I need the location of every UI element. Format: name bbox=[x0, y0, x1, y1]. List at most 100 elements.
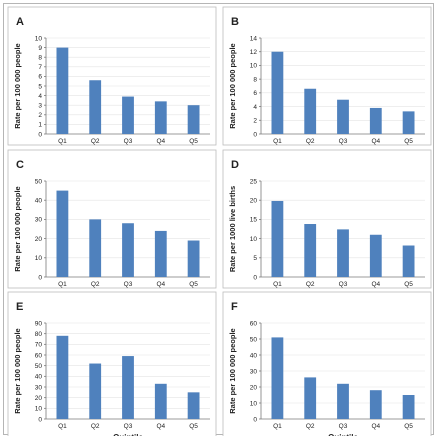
bar-q3 bbox=[122, 96, 134, 134]
y-tick-label: 40 bbox=[35, 374, 43, 381]
x-tick-label: Q3 bbox=[339, 138, 348, 145]
x-tick-label: Q5 bbox=[189, 281, 198, 288]
panel-frame bbox=[222, 291, 432, 441]
x-tick-label: Q5 bbox=[189, 423, 198, 430]
x-tick-label: Q5 bbox=[404, 138, 413, 145]
y-axis-label: Rate per 100 000 people bbox=[13, 328, 22, 413]
bar-q2 bbox=[304, 224, 317, 277]
y-tick-label: 4 bbox=[253, 104, 257, 111]
y-tick-label: 70 bbox=[35, 342, 43, 349]
y-tick-label: 25 bbox=[250, 178, 258, 185]
chart-panel-d: D 0 5 10 15 20 25 Q1 Q2 Q3 Q4 Q5 Rate per 1000 live … bbox=[222, 149, 432, 289]
y-tick-label: 50 bbox=[35, 178, 43, 185]
x-axis-label: Quintile bbox=[328, 433, 358, 436]
bar-q2 bbox=[304, 377, 317, 419]
bar-q5 bbox=[187, 105, 200, 134]
y-axis-label: Rate per 100 000 people bbox=[228, 328, 237, 413]
y-tick-label: 0 bbox=[38, 131, 42, 138]
y-tick-label: 8 bbox=[38, 55, 42, 62]
y-tick-label: 1 bbox=[38, 122, 42, 129]
panel-letter: E bbox=[16, 301, 23, 313]
bar-q2 bbox=[89, 219, 102, 277]
y-tick-label: 20 bbox=[35, 236, 43, 243]
y-tick-label: 0 bbox=[253, 131, 257, 138]
x-tick-label: Q4 bbox=[156, 281, 165, 288]
y-tick-label: 10 bbox=[250, 236, 258, 243]
panel-letter: C bbox=[16, 159, 24, 171]
y-tick-label: 0 bbox=[38, 274, 42, 281]
x-tick-label: Q1 bbox=[58, 138, 67, 145]
panel-frame bbox=[222, 6, 432, 146]
y-tick-label: 6 bbox=[253, 90, 257, 97]
bar-q1 bbox=[56, 335, 69, 419]
bar-q4 bbox=[154, 101, 167, 134]
bar-q4 bbox=[154, 383, 167, 419]
y-tick-label: 7 bbox=[38, 64, 42, 71]
x-tick-label: Q1 bbox=[58, 423, 67, 430]
y-tick-label: 3 bbox=[38, 103, 42, 110]
y-tick-label: 10 bbox=[35, 255, 43, 262]
panel-frame bbox=[222, 149, 432, 289]
y-tick-label: 5 bbox=[253, 255, 257, 262]
y-tick-label: 60 bbox=[35, 352, 43, 359]
y-tick-label: 30 bbox=[35, 384, 43, 391]
bar-q1 bbox=[271, 337, 284, 419]
x-tick-label: Q5 bbox=[189, 138, 198, 145]
y-tick-label: 20 bbox=[250, 384, 258, 391]
x-tick-label: Q3 bbox=[124, 423, 133, 430]
x-tick-label: Q4 bbox=[156, 138, 165, 145]
y-tick-label: 20 bbox=[35, 395, 43, 402]
bar-q5 bbox=[187, 240, 200, 277]
y-tick-label: 40 bbox=[35, 198, 43, 205]
chart-panel-f: F 0 10 20 30 40 50 60 Q1 Q2 Q3 Q4 Q5 Rate per 100 000… bbox=[222, 291, 432, 441]
y-tick-label: 0 bbox=[38, 416, 42, 423]
chart-panel-c: C 0 10 20 30 40 50 Q1 Q2 Q3 Q4 Q5 Rate per 100 000 p… bbox=[7, 149, 217, 289]
x-tick-label: Q3 bbox=[124, 281, 133, 288]
chart-panel-e: E 0 10 20 30 40 50 60 70 80 90 Q1 Q2 Q3 Q4 Q5 Rate per 1… bbox=[7, 291, 217, 441]
bar-q4 bbox=[154, 230, 167, 277]
y-tick-label: 6 bbox=[38, 74, 42, 81]
y-tick-label: 0 bbox=[253, 416, 257, 423]
x-tick-label: Q3 bbox=[339, 281, 348, 288]
panel-letter: A bbox=[16, 16, 24, 28]
y-tick-label: 30 bbox=[250, 368, 258, 375]
bar-q3 bbox=[122, 223, 134, 277]
x-tick-label: Q2 bbox=[91, 423, 100, 430]
x-tick-label: Q4 bbox=[371, 138, 380, 145]
y-tick-label: 0 bbox=[253, 274, 257, 281]
panel-frame bbox=[7, 6, 217, 146]
bar-q1 bbox=[56, 47, 69, 134]
x-tick-label: Q3 bbox=[124, 138, 133, 145]
bar-q3 bbox=[337, 229, 349, 277]
x-tick-label: Q1 bbox=[273, 423, 282, 430]
y-axis-label: Rate per 1000 live births bbox=[228, 186, 237, 272]
y-tick-label: 50 bbox=[250, 336, 258, 343]
bar-q5 bbox=[402, 395, 415, 419]
y-tick-label: 2 bbox=[38, 112, 42, 119]
y-tick-label: 80 bbox=[35, 331, 43, 338]
y-tick-label: 9 bbox=[38, 45, 42, 52]
bar-q3 bbox=[122, 356, 134, 419]
bar-q1 bbox=[271, 200, 284, 277]
y-tick-label: 14 bbox=[250, 35, 258, 42]
panel-letter: F bbox=[231, 301, 238, 313]
panel-frame bbox=[7, 291, 217, 441]
x-tick-label: Q2 bbox=[91, 281, 100, 288]
x-tick-label: Q4 bbox=[156, 423, 165, 430]
y-axis-label: Rate per 100 000 people bbox=[13, 43, 22, 128]
bar-q4 bbox=[369, 390, 382, 419]
y-tick-label: 60 bbox=[250, 320, 258, 327]
y-tick-label: 2 bbox=[253, 118, 257, 125]
bar-q3 bbox=[337, 383, 349, 419]
chart-panel-a: A 0 1 2 3 4 5 6 7 8 9 10 Q1 Q2 Q3 Q4 Q5 Rate per 100 000 … bbox=[7, 6, 217, 146]
x-axis-label: Quintile bbox=[113, 433, 143, 436]
y-axis-label: Rate per 100 000 people bbox=[228, 43, 237, 128]
y-tick-label: 12 bbox=[250, 49, 258, 56]
panel-frame bbox=[7, 149, 217, 289]
y-tick-label: 10 bbox=[250, 400, 258, 407]
y-tick-label: 50 bbox=[35, 363, 43, 370]
y-tick-label: 20 bbox=[250, 198, 258, 205]
x-tick-label: Q4 bbox=[371, 281, 380, 288]
bar-q2 bbox=[304, 88, 317, 134]
